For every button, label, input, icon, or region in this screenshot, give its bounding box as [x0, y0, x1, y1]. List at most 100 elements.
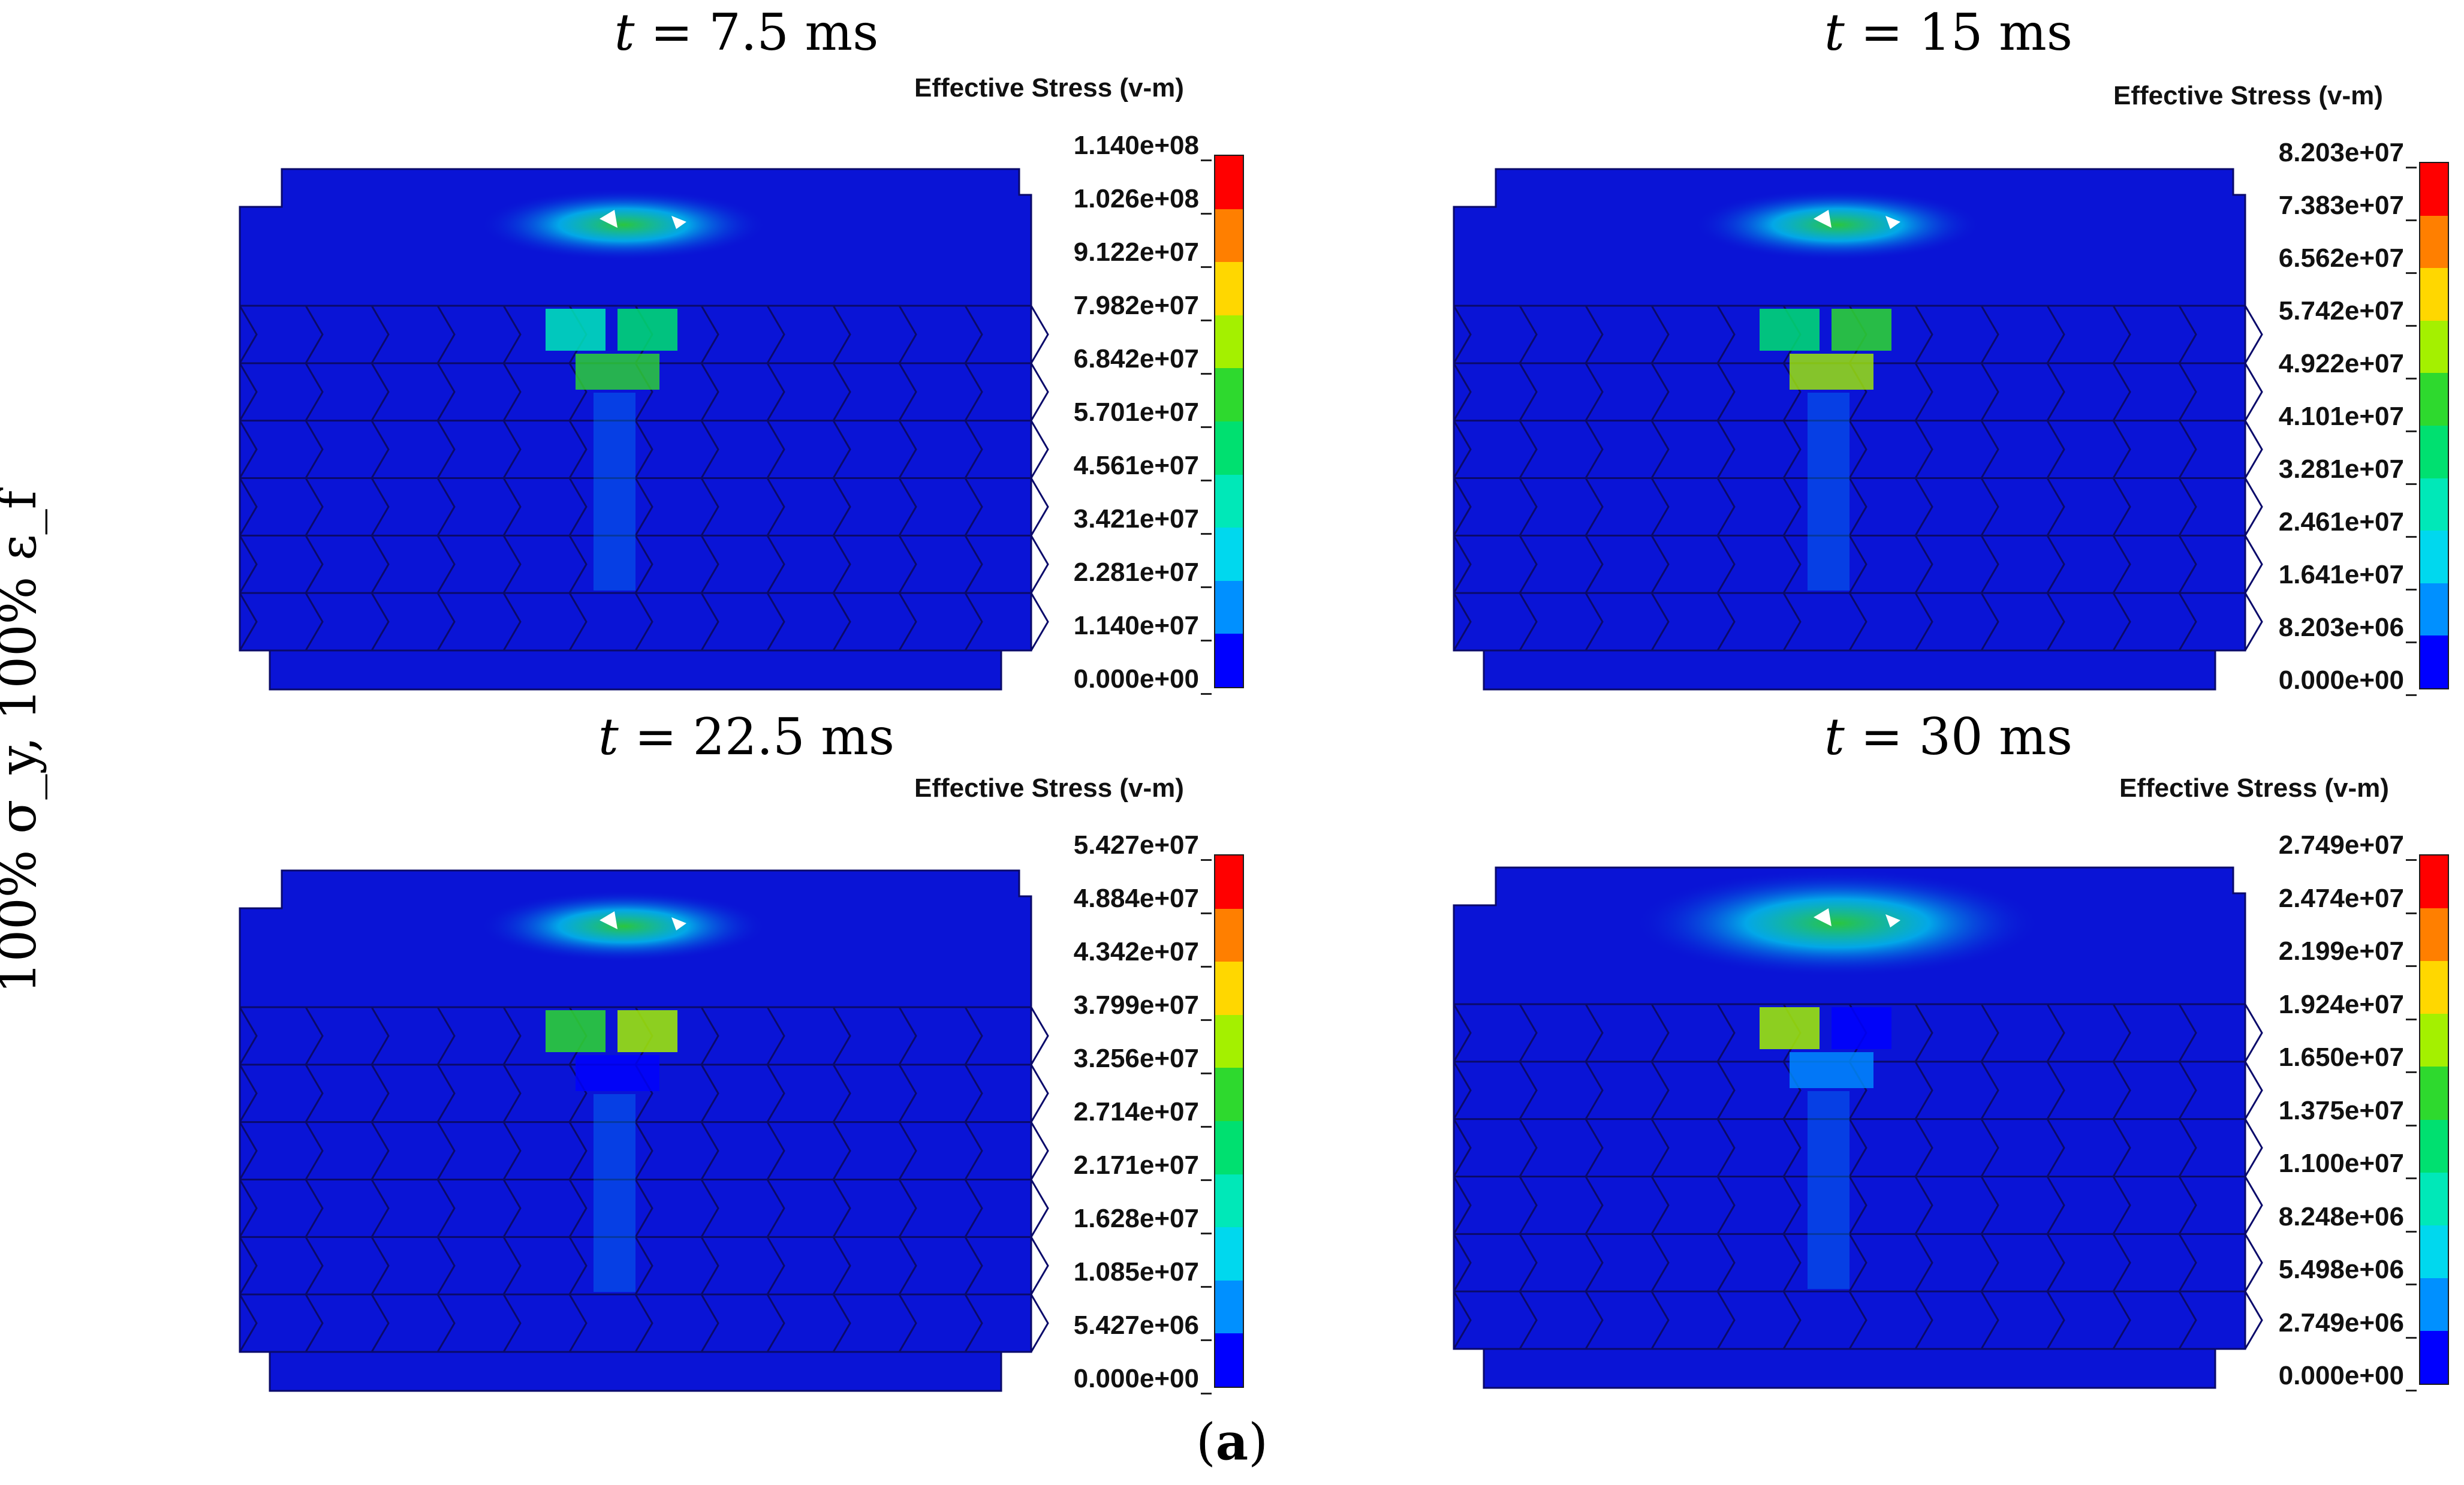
colorbar-tick-label: 2.749e+07	[2278, 830, 2404, 860]
colorbar-tick-mark	[1201, 213, 1212, 215]
bottom-plate	[269, 649, 1002, 691]
colorbar-tick-label: 3.281e+07	[2278, 454, 2404, 484]
colorbar-segment	[2420, 856, 2448, 909]
panel-t-30ms: t = 30 ms Effective Stress (v-m) 2.749e+…	[1232, 701, 2464, 1403]
colorbar-segment	[1215, 1121, 1243, 1175]
colorbar-segment	[1215, 962, 1243, 1016]
colorbar-tick-label: 1.924e+07	[2278, 989, 2404, 1019]
colorbar-segment	[2420, 1119, 2448, 1173]
damaged-cell	[576, 1055, 659, 1091]
colorbar-segment	[2420, 1067, 2448, 1120]
colorbar-tick-label: 0.000e+00	[2278, 1361, 2404, 1390]
colorbar-segment	[1215, 209, 1243, 263]
colorbar-segment	[2420, 320, 2448, 373]
colorbar-tick-mark	[1201, 320, 1212, 321]
damaged-cell	[1790, 354, 1873, 390]
colorbar-tick-mark	[1201, 1393, 1212, 1394]
colorbar-tick-label: 6.842e+07	[1073, 344, 1199, 373]
colorbar-tick-label: 0.000e+00	[1073, 664, 1199, 694]
damaged-cell	[1760, 1007, 1820, 1049]
colorbar-segment	[1215, 908, 1243, 962]
colorbar-tick-mark	[1201, 1073, 1212, 1074]
colorbar-tick-mark	[1201, 373, 1212, 375]
colorbar-tick-label: 5.701e+07	[1073, 397, 1199, 427]
colorbar-tick-mark	[2406, 483, 2417, 485]
colorbar-tick-mark	[2406, 536, 2417, 538]
colorbar-tick-label: 1.650e+07	[2278, 1043, 2404, 1072]
damaged-cell	[1760, 309, 1820, 351]
panel-t-7-5ms: t = 7.5 ms Effective Stress (v-m) 1.140e…	[0, 0, 1244, 701]
colorbar-segment	[2420, 1278, 2448, 1332]
damaged-cell	[1832, 309, 1891, 351]
colorbar-tick-mark	[2406, 430, 2417, 432]
colorbar-tick-label: 1.085e+07	[1073, 1257, 1199, 1287]
colorbar-tick-label: 5.742e+07	[2278, 296, 2404, 326]
damaged-cell	[617, 1010, 677, 1052]
colorbar-segment	[2420, 1225, 2448, 1279]
colorbar-tick-label: 1.026e+08	[1073, 184, 1199, 213]
panel-title: t = 30 ms	[1824, 707, 2073, 766]
colorbar-tick-mark	[1201, 912, 1212, 914]
colorbar-segment	[2420, 583, 2448, 636]
colorbar	[1214, 155, 1244, 688]
colorbar-tick-mark	[1201, 159, 1212, 161]
colorbar-segment	[2420, 163, 2448, 216]
panel-letter: (a)	[1196, 1412, 1268, 1472]
penetration-channel	[594, 1094, 635, 1292]
panel-title: t = 22.5 ms	[598, 707, 895, 766]
colorbar-segment	[1215, 528, 1243, 582]
colorbar-tick-label: 5.427e+07	[1073, 830, 1199, 860]
colorbar-segment	[2420, 635, 2448, 689]
colorbar-tick-label: 2.749e+06	[2278, 1308, 2404, 1338]
colorbar-tick-label: 4.561e+07	[1073, 451, 1199, 480]
colorbar	[1214, 854, 1244, 1388]
colorbar	[2419, 854, 2449, 1385]
colorbar-segment	[1215, 1280, 1243, 1334]
colorbar-segment	[2420, 478, 2448, 531]
colorbar-tick-label: 1.140e+08	[1073, 131, 1199, 160]
colorbar-tick-label: 1.375e+07	[2278, 1095, 2404, 1125]
impact-zone	[1634, 869, 2041, 977]
colorbar-segment	[1215, 474, 1243, 528]
bottom-plate	[1483, 649, 2216, 691]
panel-title: t = 7.5 ms	[614, 3, 879, 62]
colorbar-tick-label: 5.427e+06	[1073, 1311, 1199, 1340]
colorbar-tick-label: 3.799e+07	[1073, 990, 1199, 1020]
colorbar-segment	[1215, 368, 1243, 422]
colorbar-tick-label: 0.000e+00	[2278, 665, 2404, 695]
colorbar-tick-mark	[2406, 1018, 2417, 1020]
stress-contour-model	[1453, 866, 2263, 1389]
colorbar-segment	[1215, 315, 1243, 369]
colorbar-tick-mark	[2406, 219, 2417, 221]
colorbar-tick-label: 2.281e+07	[1073, 558, 1199, 587]
colorbar-tick-mark	[2406, 1177, 2417, 1179]
colorbar-tick-mark	[2406, 1071, 2417, 1073]
colorbar-tick-mark	[1201, 480, 1212, 481]
impact-zone	[480, 189, 767, 261]
colorbar-tick-mark	[2406, 272, 2417, 274]
colorbar-segment	[1215, 262, 1243, 316]
colorbar-segment	[2420, 961, 2448, 1014]
colorbar-tick-mark	[1201, 1286, 1212, 1288]
colorbar-tick-label: 2.714e+07	[1073, 1097, 1199, 1126]
colorbar-tick-label: 1.140e+07	[1073, 611, 1199, 640]
colorbar-segment	[1215, 1333, 1243, 1387]
colorbar-tick-mark	[1201, 693, 1212, 695]
colorbar	[2419, 162, 2449, 689]
colorbar-tick-mark	[1201, 1126, 1212, 1128]
panel-title: t = 15 ms	[1824, 3, 2073, 62]
colorbar-segment	[1215, 634, 1243, 688]
colorbar-tick-label: 9.122e+07	[1073, 237, 1199, 267]
colorbar-tick-mark	[2406, 694, 2417, 696]
colorbar-tick-mark	[2406, 641, 2417, 643]
colorbar-tick-label: 4.101e+07	[2278, 402, 2404, 431]
panel-t-15ms: t = 15 ms Effective Stress (v-m) 8.203e+…	[1232, 0, 2464, 701]
legend-title: Effective Stress (v-m)	[2119, 773, 2389, 803]
colorbar-tick-mark	[1201, 1339, 1212, 1341]
colorbar-tick-label: 5.498e+06	[2278, 1255, 2404, 1284]
colorbar-tick-mark	[2406, 378, 2417, 379]
stress-contour-model	[1453, 168, 2263, 691]
colorbar-segment	[2420, 1330, 2448, 1384]
colorbar-segment	[1215, 1227, 1243, 1281]
